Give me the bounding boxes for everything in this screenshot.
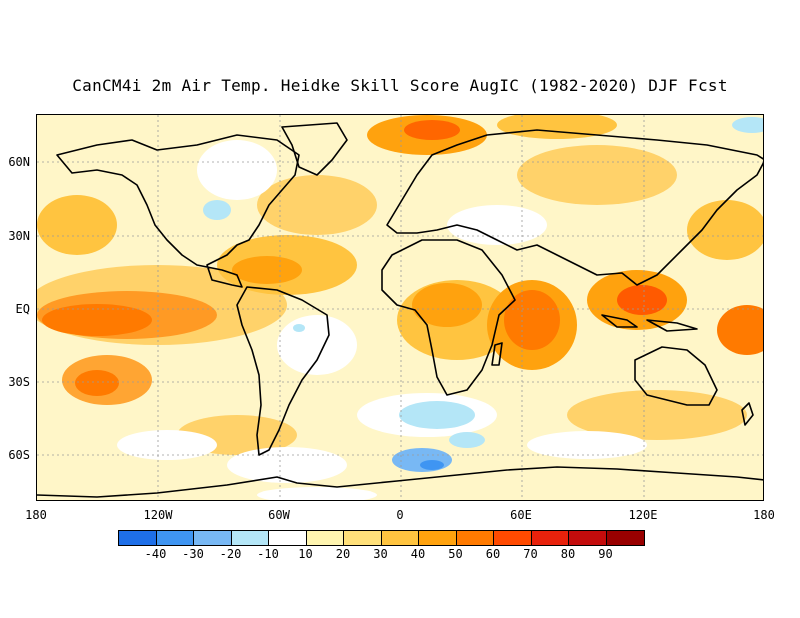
skill-score-shading xyxy=(37,115,763,500)
colorbar-swatch xyxy=(344,531,382,545)
lat-label-30n: 30N xyxy=(8,229,30,243)
world-map-panel xyxy=(36,114,764,501)
colorbar-swatch xyxy=(606,531,644,545)
colorbar-swatch xyxy=(119,531,157,545)
skill-score-map xyxy=(37,115,763,500)
colorbar-tick-label: -40 xyxy=(144,547,167,561)
colorbar-swatch xyxy=(269,531,307,545)
colorbar-swatch xyxy=(194,531,232,545)
colorbar-swatch xyxy=(569,531,607,545)
colorbar-tick-label: 60 xyxy=(485,547,501,561)
lat-label-60s: 60S xyxy=(8,448,30,462)
colorbar-swatch xyxy=(156,531,194,545)
colorbar-swatch xyxy=(456,531,494,545)
colorbar-tick-label: -30 xyxy=(182,547,204,561)
lat-label-30s: 30S xyxy=(8,375,30,389)
lon-label-180e: 180 xyxy=(753,508,775,522)
colorbar-tick-label: -20 xyxy=(219,547,242,561)
colorbar-tick-label: 70 xyxy=(523,547,538,561)
lon-label-120e: 120E xyxy=(628,508,658,522)
colorbar-swatch xyxy=(419,531,457,545)
colorbar-swatch xyxy=(494,531,532,545)
colorbar-swatch xyxy=(531,531,569,545)
colorbar-tick-label: 90 xyxy=(598,547,613,561)
gridlines xyxy=(37,115,763,500)
lon-label-0: 0 xyxy=(396,508,404,522)
colorbar-swatch xyxy=(231,531,269,545)
colorbar-tick-label: 20 xyxy=(335,547,351,561)
lon-label-60w: 60W xyxy=(268,508,290,522)
colorbar xyxy=(118,530,645,546)
colorbar-tick-label: 80 xyxy=(560,547,576,561)
colorbar-tick-label: -10 xyxy=(257,547,279,561)
lon-label-60e: 60E xyxy=(510,508,532,522)
colorbar-swatch xyxy=(306,531,344,545)
colorbar-tick-label: 10 xyxy=(298,547,313,561)
colorbar-tick-label: 40 xyxy=(410,547,426,561)
lon-label-120w: 120W xyxy=(143,508,173,522)
lat-label-60n: 60N xyxy=(8,155,30,169)
coastlines xyxy=(37,122,763,498)
map-title: CanCM4i 2m Air Temp. Heidke Skill Score … xyxy=(72,76,728,95)
lon-label-180w: 180 xyxy=(25,508,47,522)
colorbar-swatch xyxy=(381,531,419,545)
colorbar-tick-label: 50 xyxy=(448,547,463,561)
lat-label-eq: EQ xyxy=(15,302,30,316)
colorbar-tick-label: 30 xyxy=(373,547,388,561)
